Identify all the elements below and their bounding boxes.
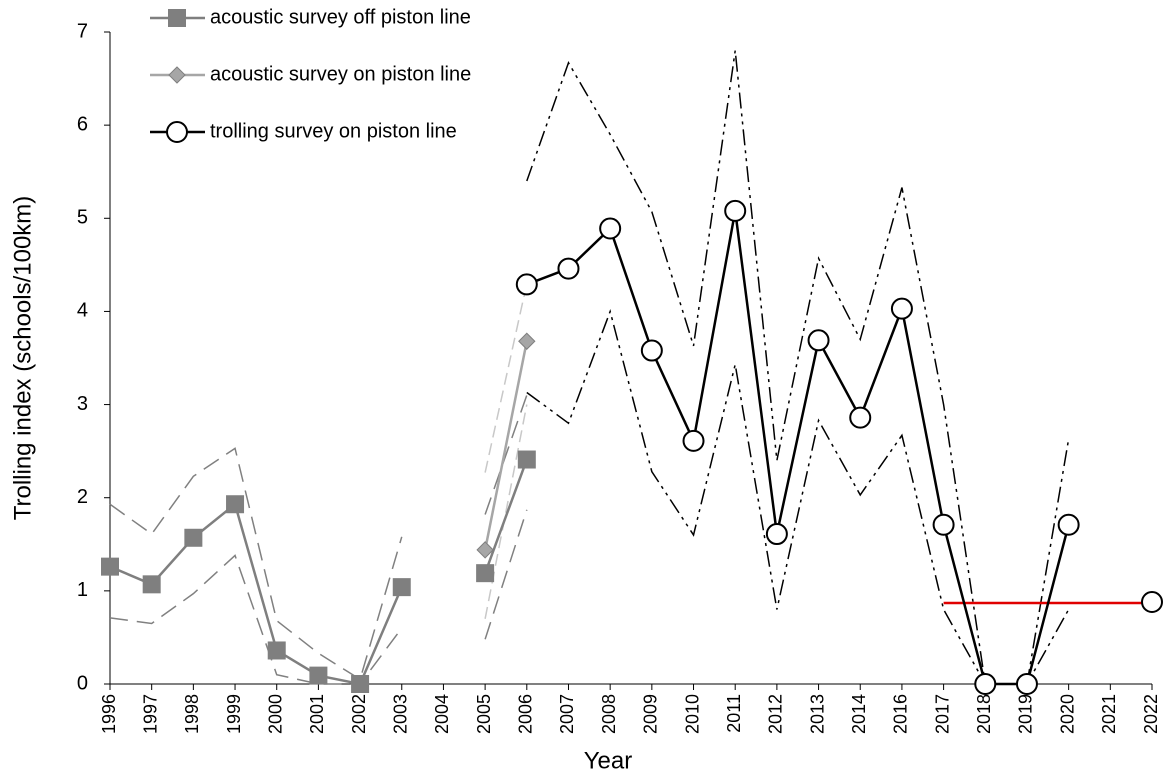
x-tick-label: 2019 [1016, 694, 1036, 734]
marker-circle [765, 523, 788, 546]
x-tick-label: 2005 [474, 694, 494, 734]
x-tick-label: 2022 [1141, 694, 1161, 734]
x-tick-label: 1997 [140, 694, 160, 734]
marker-circle [724, 199, 747, 222]
y-tick-label: 7 [77, 20, 88, 42]
y-tick-label: 4 [77, 300, 88, 322]
marker-circle [890, 297, 913, 320]
x-tick-label: 2012 [766, 694, 786, 734]
x-tick-label: 2018 [974, 694, 994, 734]
marker-diamond [518, 332, 536, 350]
ci-line-lower [526, 308, 1070, 685]
marker-circle [849, 406, 872, 429]
marker-square [267, 641, 286, 660]
marker-square [226, 495, 245, 514]
x-tick-label: 2009 [641, 694, 661, 734]
marker-circle [515, 273, 538, 296]
y-tick-label: 2 [77, 486, 88, 508]
marker-circle [1057, 513, 1080, 536]
marker-circle [166, 121, 188, 143]
x-tick-label: 2003 [391, 694, 411, 734]
marker-square [476, 564, 495, 583]
marker-circle [640, 339, 663, 362]
x-tick-label: 2010 [682, 694, 702, 734]
ci-line-lower [484, 509, 528, 640]
legend-label: acoustic survey on piston line [210, 63, 471, 85]
y-tick-label: 3 [77, 393, 88, 415]
marker-circle [932, 513, 955, 536]
y-tick-label: 0 [77, 672, 88, 694]
x-tick-label: 1998 [182, 694, 202, 734]
marker-circle [974, 673, 997, 695]
marker-square [517, 450, 536, 469]
x-tick-label: 2013 [807, 694, 827, 734]
marker-circle [599, 217, 622, 240]
x-tick-label: 1996 [99, 694, 119, 734]
marker-diamond [476, 541, 494, 559]
legend-label: acoustic survey off piston line [210, 6, 471, 28]
marker-circle [1141, 591, 1163, 614]
x-tick-label: 2000 [265, 694, 285, 734]
x-tick-label: 2001 [307, 694, 327, 734]
x-tick-label: 2004 [432, 694, 452, 734]
x-tick-label: 2014 [849, 694, 869, 734]
x-tick-label: 2017 [932, 694, 952, 734]
x-tick-label: 2008 [599, 694, 619, 734]
marker-square [184, 528, 203, 547]
marker-circle [557, 257, 580, 280]
x-tick-label: 2016 [891, 694, 911, 734]
y-tick-label: 5 [77, 207, 88, 229]
legend-label: trolling survey on piston line [210, 120, 457, 142]
marker-square [101, 557, 119, 576]
marker-circle [807, 329, 830, 352]
ci-line-upper [109, 447, 403, 681]
marker-square [351, 675, 370, 693]
marker-square [309, 666, 328, 685]
marker-square [142, 575, 161, 594]
x-tick-label: 2011 [724, 694, 744, 733]
y-tick-label: 6 [77, 113, 88, 135]
series-line [483, 340, 529, 551]
marker-square [168, 9, 186, 27]
ci-line-upper [526, 50, 1070, 685]
y-axis-title: Trolling index (schools/100km) [9, 196, 36, 521]
marker-square [392, 578, 411, 597]
ci-line-lower [484, 404, 528, 619]
ci-line-upper [484, 395, 528, 515]
x-tick-label: 2021 [1099, 694, 1119, 734]
x-tick-label: 1999 [224, 694, 244, 734]
marker-circle [1015, 673, 1038, 695]
x-tick-label: 2006 [516, 694, 536, 734]
ci-line-upper [484, 283, 528, 473]
marker-diamond [168, 66, 186, 84]
x-tick-label: 2020 [1057, 694, 1077, 734]
y-tick-label: 1 [77, 579, 88, 601]
marker-circle [682, 429, 705, 452]
x-tick-label: 2007 [557, 694, 577, 734]
x-tick-label: 2002 [349, 694, 369, 734]
x-axis-title: Year [584, 747, 633, 774]
series-line [526, 210, 1070, 686]
series-line [483, 459, 528, 574]
